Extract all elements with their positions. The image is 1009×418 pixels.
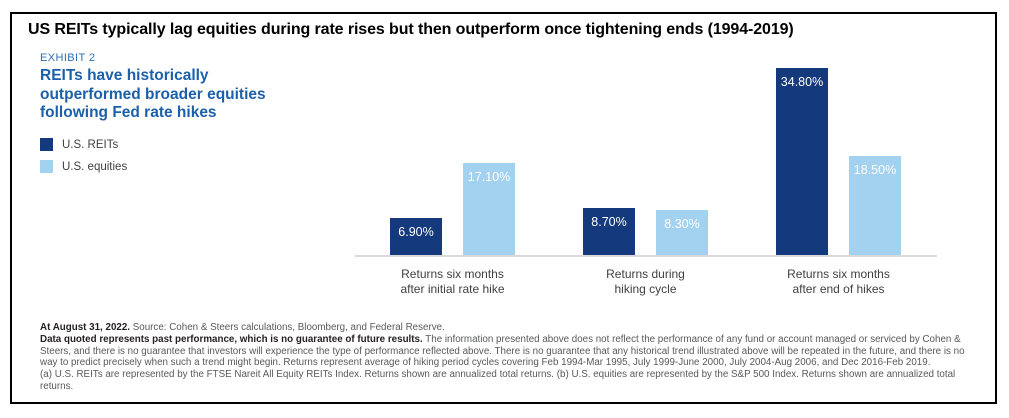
bar-value-label: 34.80%: [780, 75, 824, 90]
x-axis-category-label: Returns during hiking cycle: [606, 267, 685, 297]
plot-area: 6.90% 17.10% Returns six months after init…: [355, 60, 937, 296]
footnotes: At August 31, 2022. Source: Cohen & Stee…: [40, 322, 980, 393]
legend-item-equities: U.S. equities: [40, 160, 127, 173]
bar-us-equities: 8.30%: [656, 210, 708, 255]
exhibit-label: EXHIBIT 2: [40, 52, 96, 64]
chart-panel: US REITs typically lag equities during r…: [10, 12, 997, 404]
bar-us-equities: 18.50%: [849, 155, 901, 255]
bar-value-label: 17.10%: [467, 170, 511, 185]
footnote-disclaimer: Data quoted represents past performance,…: [40, 333, 965, 369]
bar-group: 8.70% 8.30%: [583, 60, 708, 255]
equities-swatch-icon: [40, 160, 53, 173]
x-axis-line: [355, 255, 937, 257]
bar-us-equities: 17.10%: [463, 163, 515, 255]
bar-group: 34.80% 18.50%: [776, 60, 901, 255]
bar-value-label: 18.50%: [853, 162, 897, 177]
x-axis-category-label: Returns six months after initial rate hi…: [400, 267, 505, 297]
bar-us-reits: 8.70%: [583, 208, 635, 255]
bar-us-reits: 6.90%: [390, 217, 442, 255]
reits-swatch-icon: [40, 138, 53, 151]
page-title: US REITs typically lag equities during r…: [28, 21, 794, 38]
legend-label: U.S. REITs: [62, 138, 119, 151]
bar-value-label: 8.70%: [591, 215, 627, 230]
x-axis-category-label: Returns six months after end of hikes: [787, 267, 890, 297]
footnote-index-definitions: (a) U.S. REITs are represented by the FT…: [40, 369, 956, 392]
chart-subtitle: REITs have historically outperformed bro…: [40, 67, 266, 122]
chart-legend: U.S. REITs U.S. equities: [40, 138, 127, 182]
legend-item-reits: U.S. REITs: [40, 138, 127, 151]
bar-group: 6.90% 17.10%: [390, 60, 515, 255]
bar-us-reits: 34.80%: [776, 68, 828, 255]
bar-value-label: 6.90%: [398, 224, 434, 239]
bar-value-label: 8.30%: [664, 217, 700, 232]
footnote-source: At August 31, 2022. Source: Cohen & Stee…: [40, 322, 445, 333]
legend-label: U.S. equities: [62, 160, 128, 173]
